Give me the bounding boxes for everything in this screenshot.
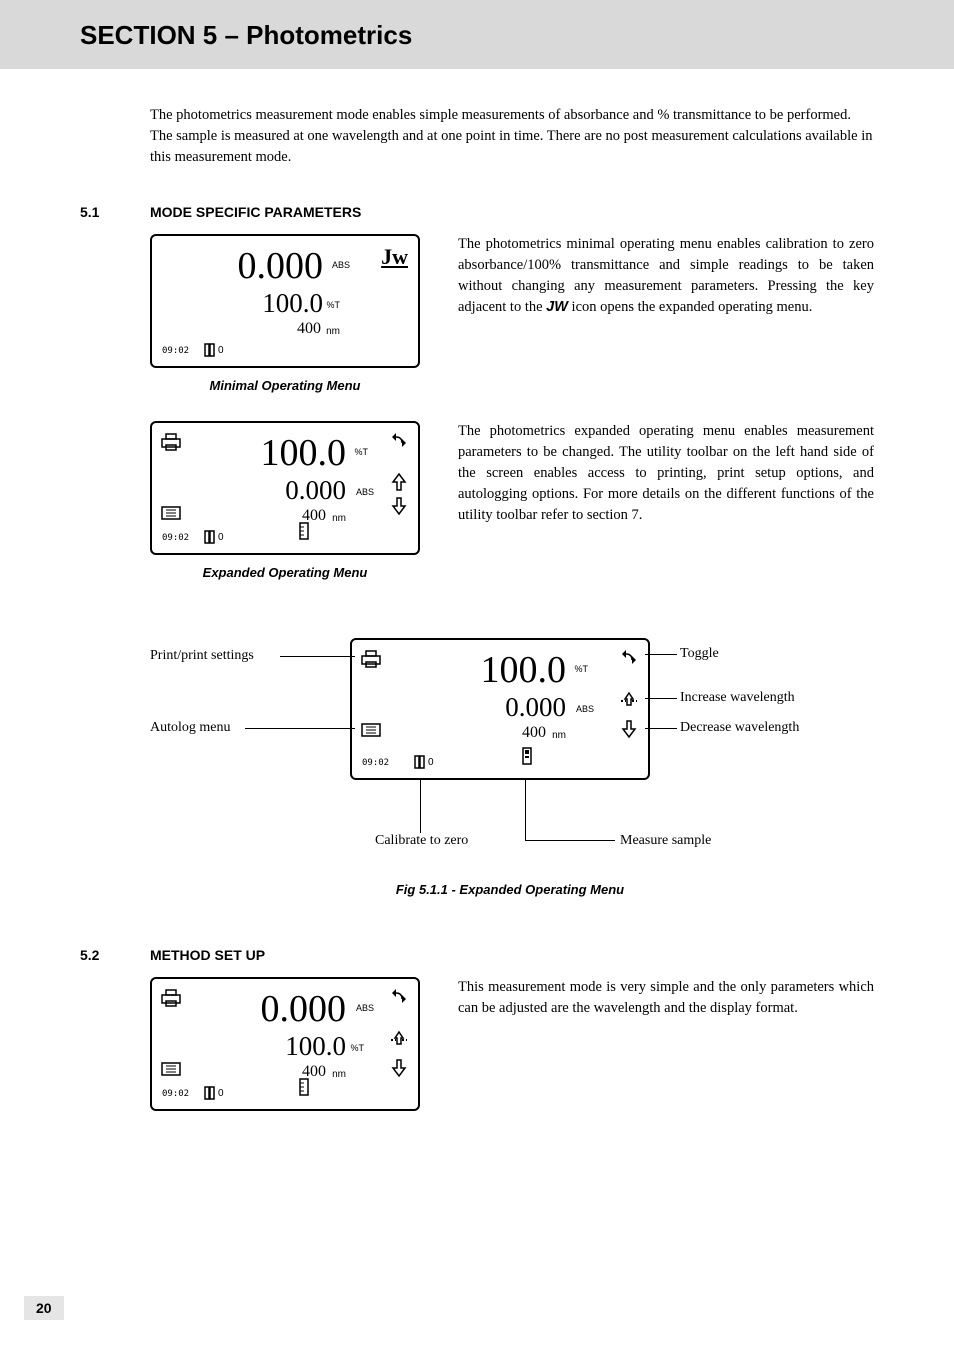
wave-value: 400 [297, 320, 321, 338]
label-meas: Measure sample [620, 833, 711, 849]
time-value: 09:02 [162, 533, 189, 543]
label-inc: Increase wavelength [680, 690, 795, 706]
lcd-annotated: 100.0 %T 0.000 ABS 400 nm 09:02 0 [350, 638, 650, 780]
wave-value: 400 [522, 724, 546, 742]
figure-caption: Fig 5.1.1 - Expanded Operating Menu [150, 882, 870, 897]
abs-unit: ABS [356, 1003, 374, 1013]
abs-unit: ABS [332, 260, 350, 270]
increase-icon [388, 1029, 410, 1056]
minimal-caption: Minimal Operating Menu [150, 378, 420, 393]
page: SECTION 5 – Photometrics The photometric… [0, 0, 954, 1350]
trans-value: 100.0 [262, 288, 323, 319]
lcd-method: 0.000 ABS 100.0 %T 400 nm 09:02 0 [150, 977, 420, 1111]
wave-unit: nm [552, 730, 566, 741]
jw-icon: Jw [381, 244, 408, 270]
battery-icon: 0 [414, 754, 434, 770]
expanded-caption: Expanded Operating Menu [150, 565, 420, 580]
autolog-icon [360, 718, 382, 745]
minimal-menu-block: 0.000 ABS 100.0 %T 400 nm 09:02 0 Jw Min… [150, 234, 874, 411]
section-number: 5.1 [80, 204, 150, 220]
trans-value: 100.0 [481, 648, 567, 692]
toggle-icon [618, 646, 640, 673]
expanded-menu-block: 100.0 %T 0.000 ABS 400 nm 09:02 0 Expand… [150, 421, 874, 598]
abs-value: 0.000 [261, 987, 347, 1031]
abs-value: 0.000 [238, 244, 324, 288]
label-toggle: Toggle [680, 646, 719, 662]
decrease-icon [388, 495, 410, 522]
wave-unit: nm [332, 513, 346, 524]
toggle-icon [388, 985, 410, 1012]
method-setup-block: 0.000 ABS 100.0 %T 400 nm 09:02 0 Th [150, 977, 874, 1111]
wave-unit: nm [326, 326, 340, 337]
abs-unit: ABS [576, 704, 594, 714]
lcd-minimal: 0.000 ABS 100.0 %T 400 nm 09:02 0 Jw [150, 234, 420, 368]
decrease-icon [618, 718, 640, 745]
section-number: 5.2 [80, 947, 150, 963]
method-desc: This measurement mode is very simple and… [458, 977, 874, 1111]
section-title: METHOD SET UP [150, 947, 265, 963]
trans-unit: %T [575, 664, 589, 674]
trans-unit: %T [351, 1043, 365, 1053]
trans-unit: %T [327, 300, 341, 310]
expanded-desc: The photometrics expanded operating menu… [458, 421, 874, 598]
page-number: 20 [24, 1296, 64, 1320]
section-title: MODE SPECIFIC PARAMETERS [150, 204, 361, 220]
abs-unit: ABS [356, 487, 374, 497]
increase-icon [618, 690, 640, 717]
trans-value: 100.0 [261, 431, 347, 475]
label-cal: Calibrate to zero [375, 833, 468, 849]
measure-icon [520, 747, 534, 770]
trans-unit: %T [355, 447, 369, 457]
minimal-desc: The photometrics minimal operating menu … [458, 234, 874, 411]
time-value: 09:02 [162, 1089, 189, 1099]
label-print: Print/print settings [150, 648, 254, 664]
autolog-icon [160, 1057, 182, 1084]
section-5-1-heading: 5.1 MODE SPECIFIC PARAMETERS [80, 204, 874, 220]
decrease-icon [388, 1057, 410, 1084]
measure-icon [297, 522, 311, 545]
measure-icon [297, 1078, 311, 1101]
print-icon [360, 648, 382, 675]
trans-value: 100.0 [285, 1031, 346, 1062]
intro-paragraph: The photometrics measurement mode enable… [150, 105, 874, 168]
label-autolog: Autolog menu [150, 720, 231, 736]
print-icon [160, 431, 182, 458]
section-5-2-heading: 5.2 METHOD SET UP [80, 947, 874, 963]
section-header: SECTION 5 – Photometrics [0, 0, 954, 69]
time-value: 09:02 [362, 758, 389, 768]
annotated-diagram: 100.0 %T 0.000 ABS 400 nm 09:02 0 Print/… [150, 638, 870, 868]
battery-icon: 0 [204, 342, 224, 358]
time-value: 09:02 [162, 346, 189, 356]
battery-icon: 0 [204, 1085, 224, 1101]
increase-icon [388, 471, 410, 498]
label-dec: Decrease wavelength [680, 720, 799, 736]
battery-icon: 0 [204, 529, 224, 545]
abs-value: 0.000 [505, 692, 566, 723]
lcd-expanded: 100.0 %T 0.000 ABS 400 nm 09:02 0 [150, 421, 420, 555]
content-area: The photometrics measurement mode enable… [0, 69, 954, 1111]
wave-unit: nm [332, 1069, 346, 1080]
print-icon [160, 987, 182, 1014]
abs-value: 0.000 [285, 475, 346, 506]
toggle-icon [388, 429, 410, 456]
autolog-icon [160, 501, 182, 528]
